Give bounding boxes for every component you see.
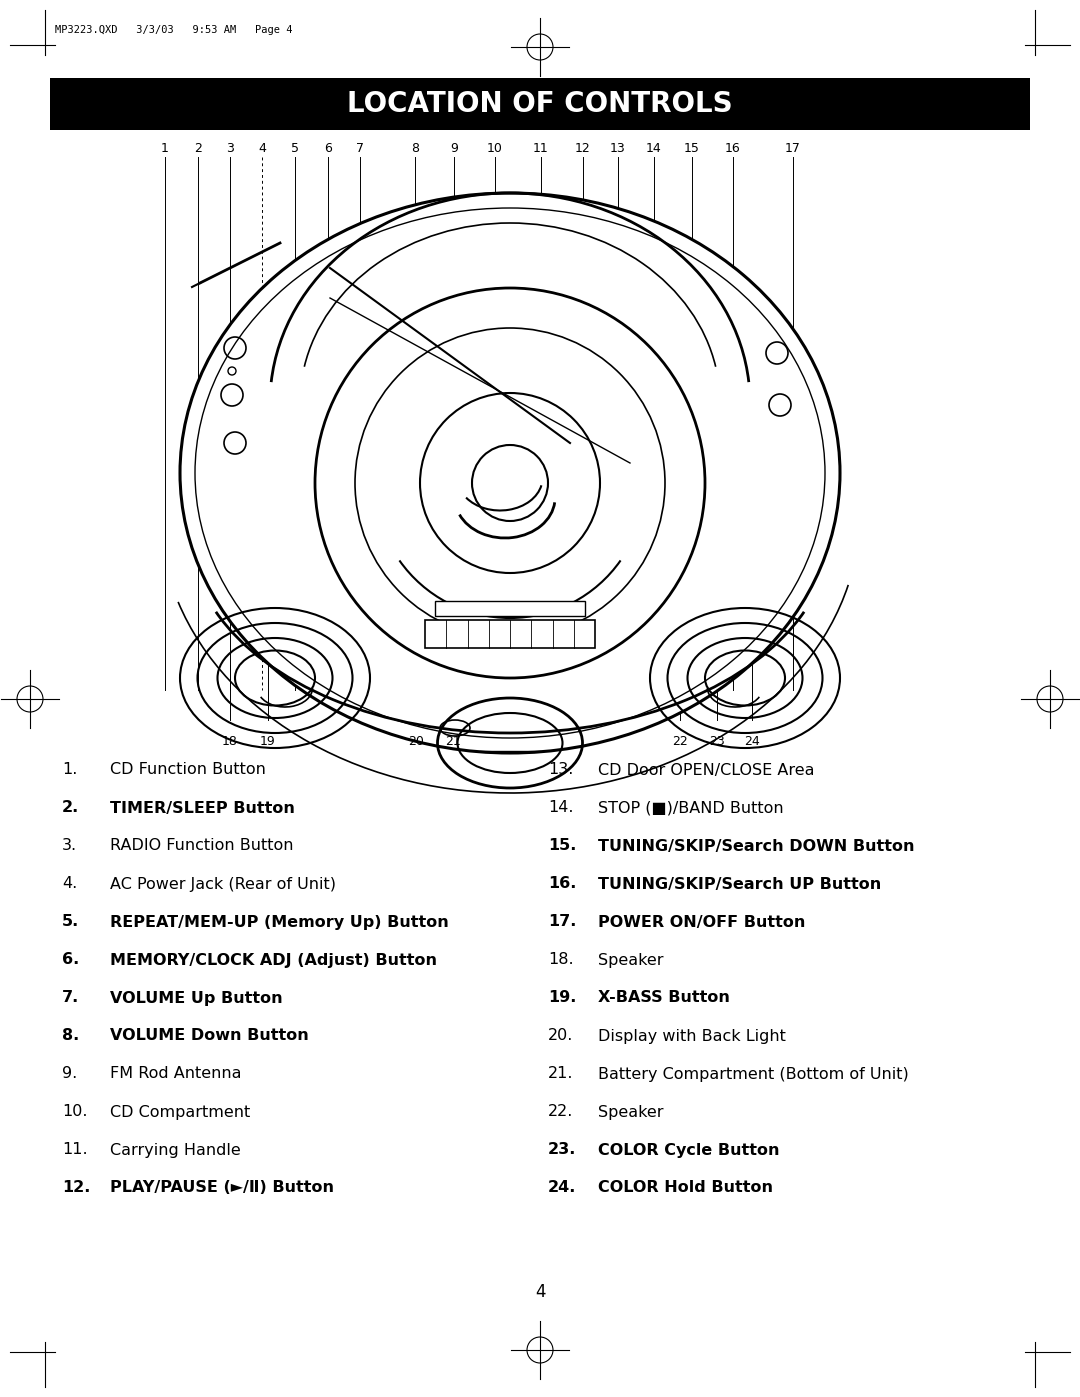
Text: RADIO Function Button: RADIO Function Button xyxy=(110,838,294,854)
Text: 11.: 11. xyxy=(62,1143,87,1158)
Text: 2.: 2. xyxy=(62,800,79,816)
Text: 8: 8 xyxy=(411,142,419,155)
Text: 6: 6 xyxy=(324,142,332,155)
Text: STOP (■)/BAND Button: STOP (■)/BAND Button xyxy=(598,800,784,816)
Text: Speaker: Speaker xyxy=(598,953,663,968)
Text: 8.: 8. xyxy=(62,1028,79,1044)
Text: 18.: 18. xyxy=(548,953,573,968)
Text: TUNING/SKIP/Search DOWN Button: TUNING/SKIP/Search DOWN Button xyxy=(598,838,915,854)
Text: VOLUME Down Button: VOLUME Down Button xyxy=(110,1028,309,1044)
Text: PLAY/PAUSE (►/Ⅱ) Button: PLAY/PAUSE (►/Ⅱ) Button xyxy=(110,1180,334,1196)
Text: AC Power Jack (Rear of Unit): AC Power Jack (Rear of Unit) xyxy=(110,876,336,891)
Text: 2: 2 xyxy=(194,142,202,155)
Text: X-BASS Button: X-BASS Button xyxy=(598,990,730,1006)
Text: TIMER/SLEEP Button: TIMER/SLEEP Button xyxy=(110,800,295,816)
Text: Speaker: Speaker xyxy=(598,1105,663,1119)
Text: 13: 13 xyxy=(610,142,626,155)
Text: 1: 1 xyxy=(161,142,168,155)
Text: 20.: 20. xyxy=(548,1028,573,1044)
Text: 4: 4 xyxy=(258,142,266,155)
Text: COLOR Cycle Button: COLOR Cycle Button xyxy=(598,1143,780,1158)
Text: 12.: 12. xyxy=(62,1180,91,1196)
Text: 11: 11 xyxy=(534,142,549,155)
Text: 24: 24 xyxy=(744,735,760,747)
Text: CD Compartment: CD Compartment xyxy=(110,1105,251,1119)
Text: 4: 4 xyxy=(535,1282,545,1301)
Text: 7.: 7. xyxy=(62,990,79,1006)
Text: 16: 16 xyxy=(725,142,741,155)
Text: 3: 3 xyxy=(226,142,234,155)
Text: 15.: 15. xyxy=(548,838,577,854)
Text: 21.: 21. xyxy=(548,1066,573,1081)
Bar xyxy=(435,601,585,616)
Text: 12: 12 xyxy=(576,142,591,155)
Text: 22: 22 xyxy=(672,735,688,747)
Text: 9.: 9. xyxy=(62,1066,78,1081)
Text: 15: 15 xyxy=(684,142,700,155)
Text: 1.: 1. xyxy=(62,763,78,778)
Text: 9: 9 xyxy=(450,142,458,155)
Text: 23.: 23. xyxy=(548,1143,577,1158)
Text: 20: 20 xyxy=(408,735,424,747)
Text: MP3223.QXD   3/3/03   9:53 AM   Page 4: MP3223.QXD 3/3/03 9:53 AM Page 4 xyxy=(55,25,293,35)
Text: 16.: 16. xyxy=(548,876,577,891)
Text: 23: 23 xyxy=(710,735,725,747)
Text: 19.: 19. xyxy=(548,990,577,1006)
Bar xyxy=(426,620,595,648)
Text: Display with Back Light: Display with Back Light xyxy=(598,1028,786,1044)
Text: 22.: 22. xyxy=(548,1105,573,1119)
Text: COLOR Hold Button: COLOR Hold Button xyxy=(598,1180,773,1196)
Text: 21: 21 xyxy=(445,735,461,747)
Text: 4.: 4. xyxy=(62,876,78,891)
Text: 17: 17 xyxy=(785,142,801,155)
Text: 18: 18 xyxy=(222,735,238,747)
Text: 6.: 6. xyxy=(62,953,79,968)
Text: 24.: 24. xyxy=(548,1180,577,1196)
Text: CD Function Button: CD Function Button xyxy=(110,763,266,778)
Text: 3.: 3. xyxy=(62,838,77,854)
Text: POWER ON/OFF Button: POWER ON/OFF Button xyxy=(598,915,806,929)
Text: FM Rod Antenna: FM Rod Antenna xyxy=(110,1066,242,1081)
Bar xyxy=(50,78,1030,130)
Text: VOLUME Up Button: VOLUME Up Button xyxy=(110,990,283,1006)
Text: Battery Compartment (Bottom of Unit): Battery Compartment (Bottom of Unit) xyxy=(598,1066,908,1081)
Text: 14.: 14. xyxy=(548,800,573,816)
Ellipse shape xyxy=(180,193,840,753)
Text: REPEAT/MEM-UP (Memory Up) Button: REPEAT/MEM-UP (Memory Up) Button xyxy=(110,915,449,929)
Text: 5.: 5. xyxy=(62,915,79,929)
Text: LOCATION OF CONTROLS: LOCATION OF CONTROLS xyxy=(347,89,733,117)
Text: Carrying Handle: Carrying Handle xyxy=(110,1143,241,1158)
Text: TUNING/SKIP/Search UP Button: TUNING/SKIP/Search UP Button xyxy=(598,876,881,891)
Text: 13.: 13. xyxy=(548,763,573,778)
Text: 10: 10 xyxy=(487,142,503,155)
Text: CD Door OPEN/CLOSE Area: CD Door OPEN/CLOSE Area xyxy=(598,763,814,778)
Text: 10.: 10. xyxy=(62,1105,87,1119)
Text: MEMORY/CLOCK ADJ (Adjust) Button: MEMORY/CLOCK ADJ (Adjust) Button xyxy=(110,953,437,968)
Text: 7: 7 xyxy=(356,142,364,155)
Text: 5: 5 xyxy=(291,142,299,155)
Text: 14: 14 xyxy=(646,142,662,155)
Text: 17.: 17. xyxy=(548,915,577,929)
Text: 19: 19 xyxy=(260,735,275,747)
